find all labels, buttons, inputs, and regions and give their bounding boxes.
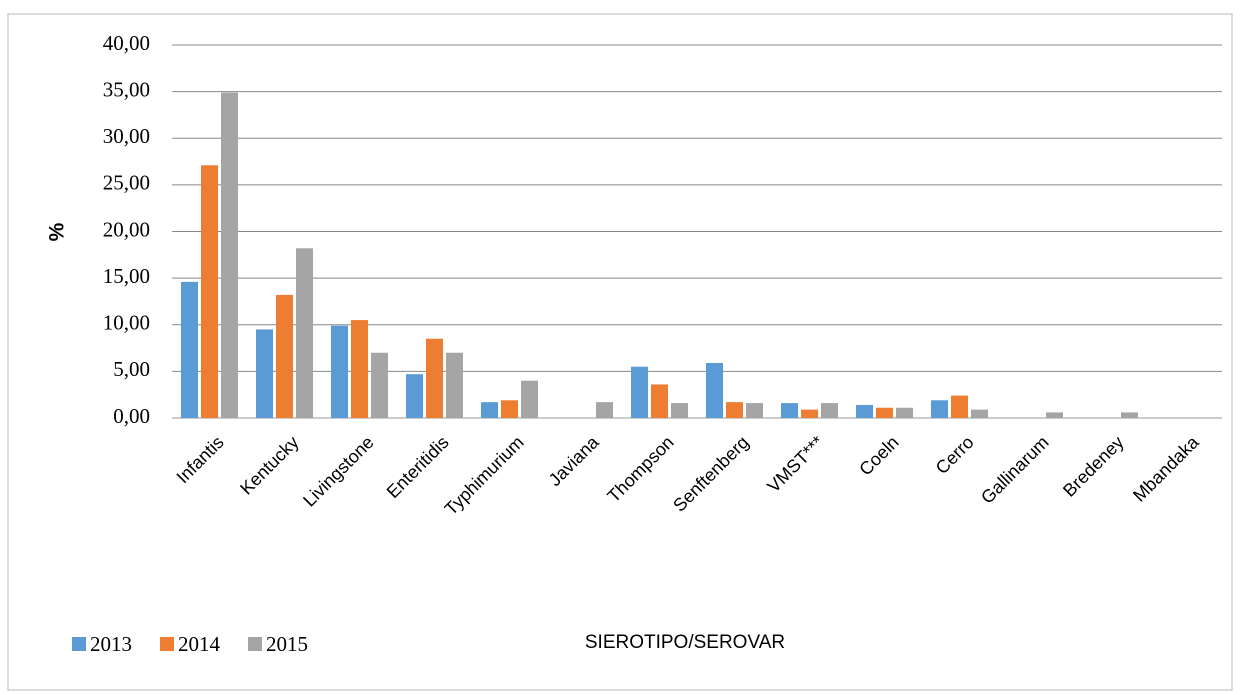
bar [351, 320, 368, 418]
y-tick-label: 30,00 [103, 124, 150, 148]
y-tick-label: 20,00 [103, 217, 150, 241]
bar [446, 352, 463, 418]
y-tick-label: 10,00 [103, 311, 150, 335]
bar [1121, 412, 1138, 418]
bar [181, 281, 198, 418]
y-tick-label: 15,00 [103, 264, 150, 288]
bar [971, 409, 988, 418]
bar [726, 402, 743, 418]
bar [406, 374, 423, 418]
bar [896, 407, 913, 418]
bar [426, 338, 443, 418]
bar [1046, 412, 1063, 418]
bar [631, 366, 648, 418]
bar [801, 409, 818, 418]
bar [296, 248, 313, 418]
bar [821, 403, 838, 418]
bar [931, 400, 948, 418]
legend-swatch [72, 637, 86, 651]
bar [671, 403, 688, 418]
y-tick-label: 35,00 [103, 77, 150, 101]
legend-swatch [248, 637, 262, 651]
legend-label: 2015 [266, 632, 308, 656]
y-tick-label: 25,00 [103, 171, 150, 195]
bar [876, 407, 893, 418]
bar [256, 329, 273, 418]
bar [781, 403, 798, 418]
bar [371, 352, 388, 418]
bar [521, 380, 538, 418]
bar [481, 402, 498, 418]
y-tick-label: 5,00 [113, 357, 150, 381]
y-tick-label: 0,00 [113, 404, 150, 428]
x-axis-label: SIEROTIPO/SEROVAR [585, 632, 785, 653]
y-tick-label: 40,00 [103, 31, 150, 55]
bar [746, 403, 763, 418]
y-axis-label: % [46, 222, 69, 241]
legend-label: 2014 [178, 632, 221, 656]
bar [856, 404, 873, 418]
bar [951, 395, 968, 418]
bar [331, 325, 348, 418]
bar [706, 362, 723, 418]
bar [651, 384, 668, 418]
bar [201, 165, 218, 418]
bar [276, 294, 293, 418]
bar [596, 402, 613, 418]
legend-swatch [160, 637, 174, 651]
legend-label: 2013 [90, 632, 132, 656]
bar [501, 400, 518, 418]
bar [221, 92, 238, 419]
